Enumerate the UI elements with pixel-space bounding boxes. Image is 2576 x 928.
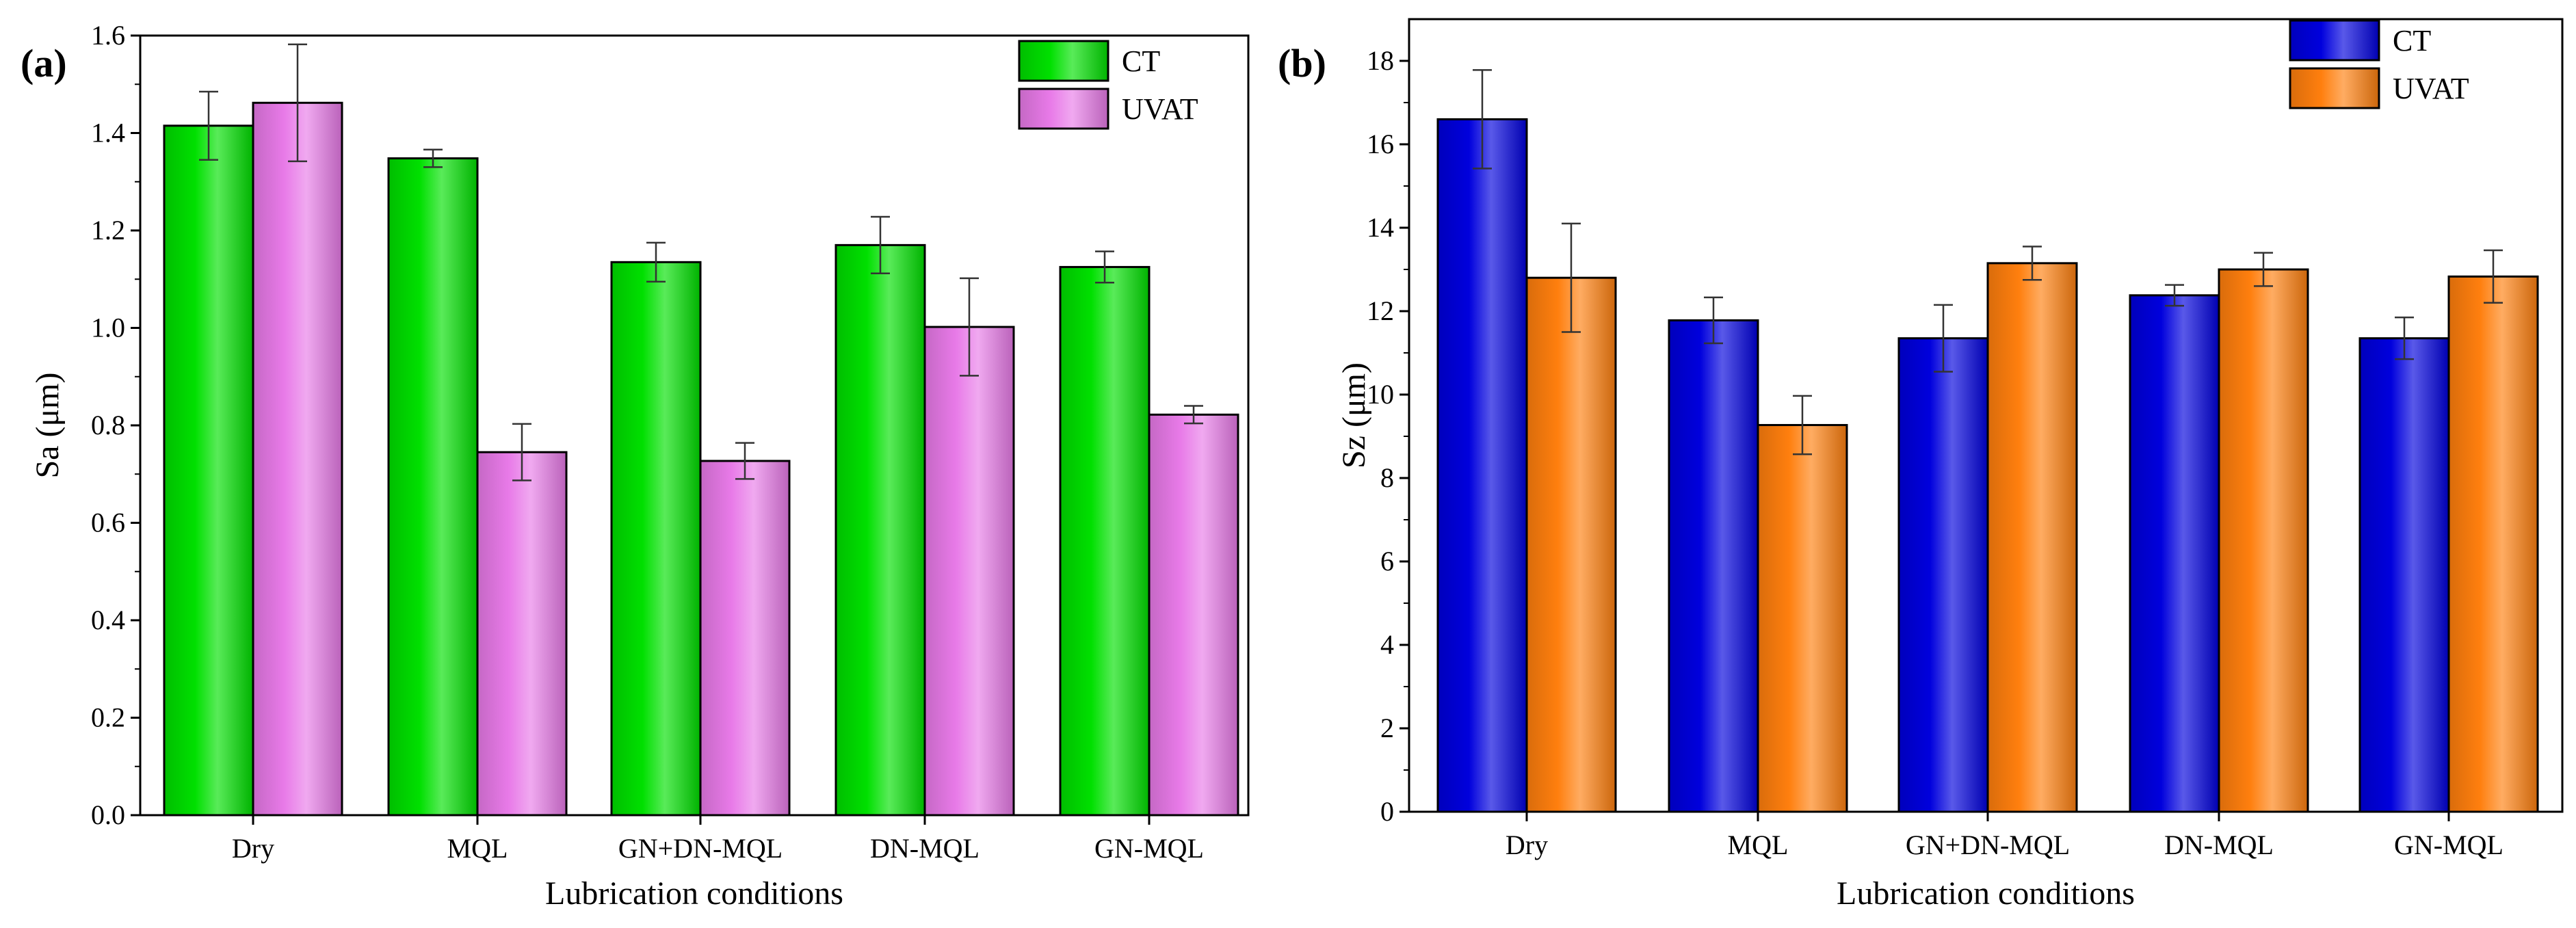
y-tick-label: 0.6 xyxy=(91,507,125,538)
legend-label: CT xyxy=(2393,24,2431,57)
bar-ct xyxy=(610,261,702,817)
y-tick-label: 10 xyxy=(1367,379,1394,410)
bar-uvat xyxy=(1148,413,1239,817)
x-axis-title: Lubrication conditions xyxy=(1837,875,2135,912)
y-tick-label: 14 xyxy=(1367,212,1394,243)
panel-b: 0 2 4 6 8 10 12 14 16 18 Dry MQL GN+DN-MQL DN-MQL GN-M… xyxy=(1278,18,2564,912)
y-tick-label: 1.4 xyxy=(91,118,125,148)
legend-swatch-ct xyxy=(2289,19,2380,62)
bar-ct xyxy=(2358,337,2450,813)
x-category-label: DN-MQL xyxy=(2164,830,2274,860)
y-tick-label: 12 xyxy=(1367,295,1394,326)
bar-uvat xyxy=(1757,424,1848,813)
x-category-label: MQL xyxy=(447,833,508,864)
bar-uvat xyxy=(252,101,343,817)
y-axis-title: Sa (μm) xyxy=(29,372,66,478)
y-tick-label: 1.0 xyxy=(91,313,125,343)
bar-ct xyxy=(1436,118,1528,813)
x-axis-title: Lubrication conditions xyxy=(545,875,843,912)
bar-uvat xyxy=(2218,268,2309,813)
y-tick-label: 0.2 xyxy=(91,702,125,733)
legend-swatch-ct xyxy=(1018,40,1109,82)
bar-ct xyxy=(2129,294,2220,813)
y-tick-label: 2 xyxy=(1380,713,1394,743)
x-category-label: GN+DN-MQL xyxy=(1906,830,2070,860)
legend-label: UVAT xyxy=(1122,92,1198,126)
y-tick-label: 4 xyxy=(1380,629,1394,660)
bar-uvat xyxy=(476,451,568,817)
y-tick-label: 0.0 xyxy=(91,799,125,830)
y-axis-title: Sz (μm) xyxy=(1336,362,1372,468)
y-tick-label: 1.6 xyxy=(91,20,125,51)
bar-ct xyxy=(1897,337,1989,813)
x-category-label: GN+DN-MQL xyxy=(618,833,783,864)
bar-uvat xyxy=(1986,262,2078,813)
x-category-label: MQL xyxy=(1728,830,1789,860)
bar-uvat xyxy=(2447,275,2539,813)
x-category-label: Dry xyxy=(232,833,274,864)
x-category-label: DN-MQL xyxy=(870,833,980,864)
legend-label: UVAT xyxy=(2393,72,2469,105)
panel-label: (a) xyxy=(21,41,67,85)
bar-ct xyxy=(387,157,479,817)
x-category-label: GN-MQL xyxy=(1094,833,1204,864)
y-tick-label: 0 xyxy=(1380,796,1394,827)
legend-swatch-uvat xyxy=(1018,88,1109,130)
legend-swatch-uvat xyxy=(2289,67,2380,109)
bar-uvat xyxy=(1525,276,1617,813)
y-tick-label: 1.2 xyxy=(91,215,125,246)
bar-ct xyxy=(163,124,254,817)
bar-uvat xyxy=(923,326,1015,817)
y-tick-label: 6 xyxy=(1380,546,1394,576)
y-tick-label: 0.8 xyxy=(91,410,125,440)
y-tick-label: 16 xyxy=(1367,129,1394,159)
y-tick-label: 8 xyxy=(1380,462,1394,493)
bar-uvat xyxy=(699,460,791,817)
x-category-label: GN-MQL xyxy=(2394,830,2503,860)
panel-a: 0.0 0.2 0.4 0.6 0.8 1.0 1.2 1.4 1.6 Dry MQL GN+DN-M… xyxy=(21,20,1250,912)
panel-label: (b) xyxy=(1278,41,1326,85)
legend-label: CT xyxy=(1122,44,1160,78)
y-tick-label: 0.4 xyxy=(91,605,125,635)
bar-ct xyxy=(1059,265,1151,817)
y-tick-label: 18 xyxy=(1367,45,1394,76)
bar-ct xyxy=(834,243,926,817)
x-category-label: Dry xyxy=(1506,830,1548,860)
bar-ct xyxy=(1668,319,1759,813)
